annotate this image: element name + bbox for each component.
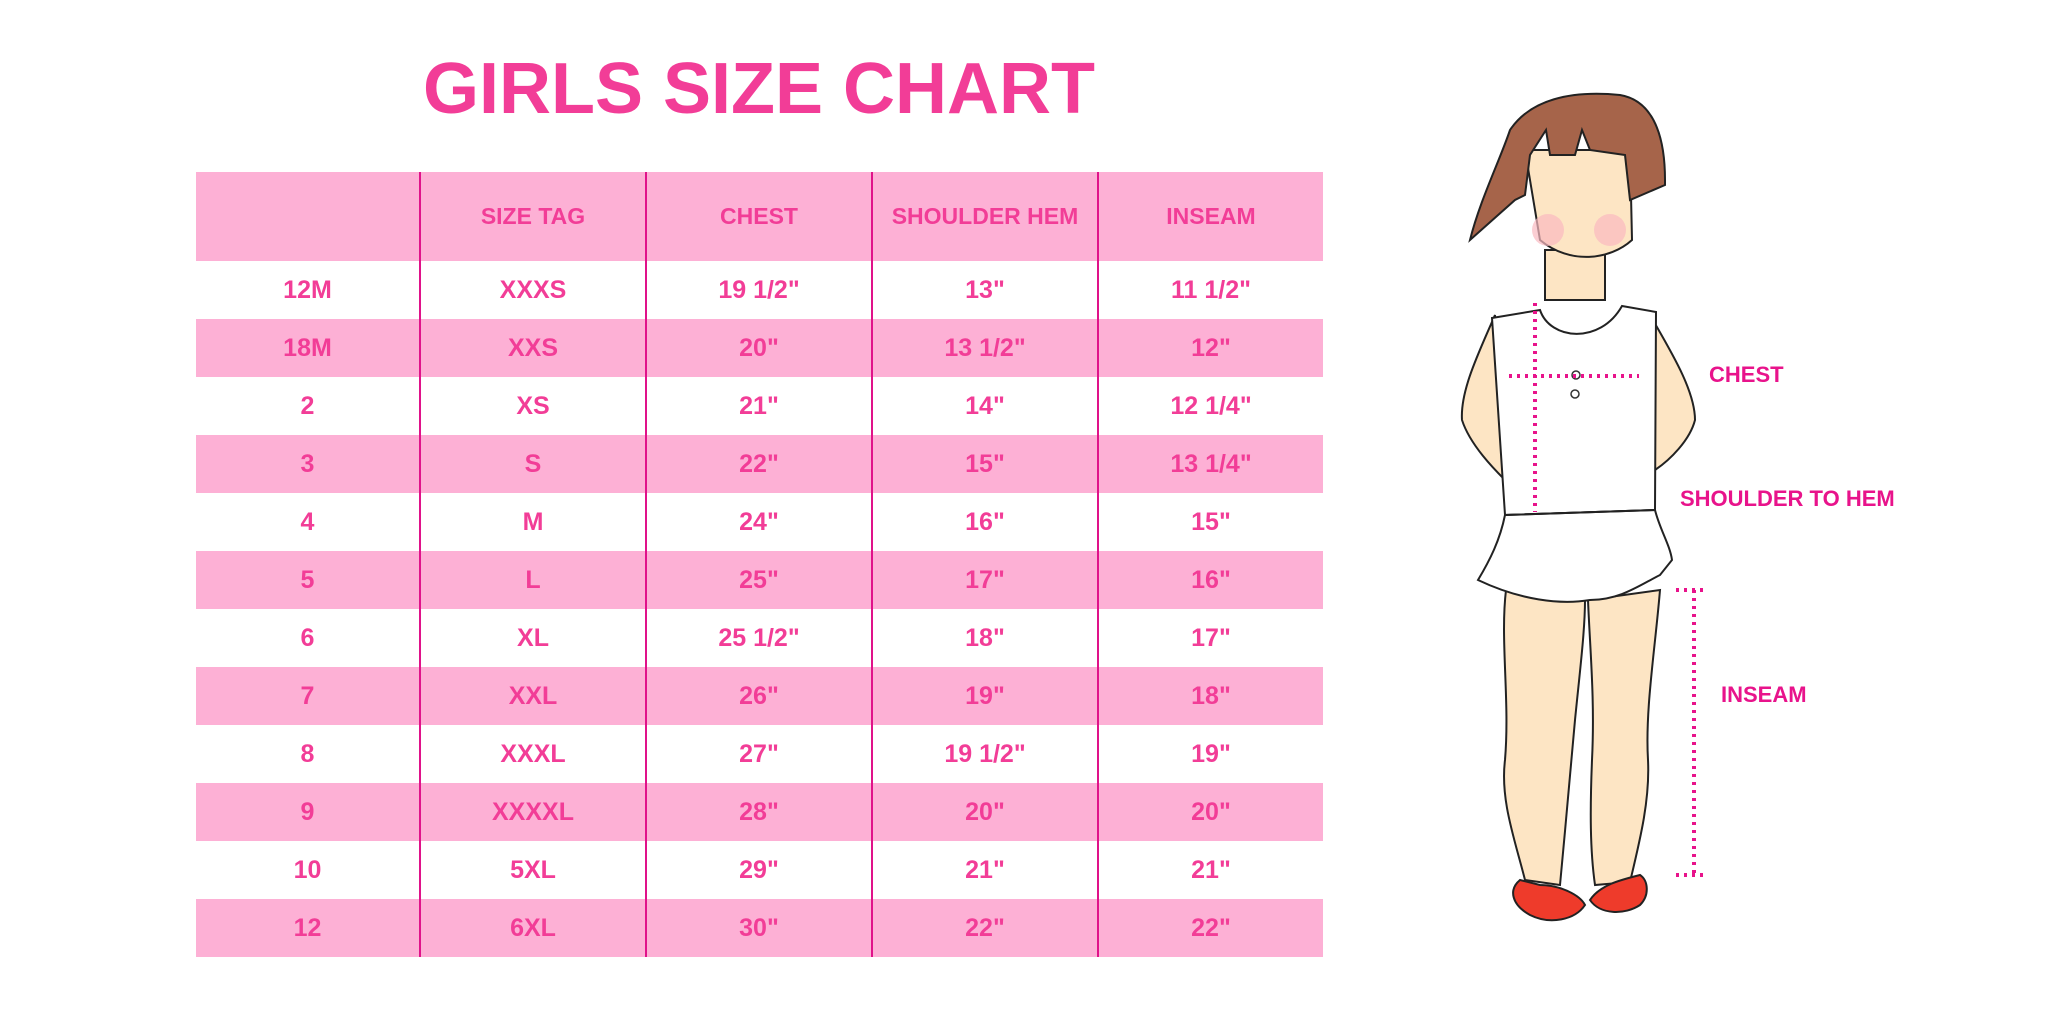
table-cell: 4 — [300, 507, 315, 536]
table-cell: 26" — [645, 667, 872, 725]
table-cell: 8 — [300, 739, 315, 768]
table-cell: 17" — [871, 551, 1098, 609]
table-cell: 12 — [196, 899, 420, 957]
table-cell: 19 1/2" — [645, 261, 872, 319]
table-cell: 22" — [1097, 899, 1323, 957]
hair — [1468, 92, 1666, 243]
table-cell: XXL — [419, 667, 646, 725]
table-cell: 12 1/4" — [1097, 377, 1323, 435]
table-cell: 13 1/4" — [1097, 435, 1323, 493]
table-row: 2 XS 21" 14" 12 1/4" — [196, 377, 1323, 435]
table-cell: 27" — [645, 725, 872, 783]
table-cell: 20" — [645, 319, 872, 377]
table-cell: 6 — [300, 623, 315, 652]
table-cell: 19" — [871, 667, 1098, 725]
table-row: 7 XXL 26" 19" 18" — [196, 667, 1323, 725]
table-cell: 13 1/2" — [871, 319, 1098, 377]
table-cell: 22" — [871, 899, 1098, 957]
table-cell: 21" — [1097, 841, 1323, 899]
legs — [1503, 588, 1587, 887]
table-cell: 29" — [645, 841, 872, 899]
table-cell: 15" — [871, 435, 1098, 493]
column-header: INSEAM — [1097, 172, 1323, 261]
table-row: 12M XXXS 19 1/2" 13" 11 1/2" — [196, 261, 1323, 319]
table-cell: XL — [419, 609, 646, 667]
table-cell: 24" — [645, 493, 872, 551]
table-cell: 9 — [196, 783, 420, 841]
table-cell: 18M — [196, 319, 420, 377]
table-cell: 19" — [1097, 725, 1323, 783]
table-cell: XXS — [419, 319, 646, 377]
table-cell: 12M — [283, 275, 332, 304]
table-cell: 25 1/2" — [645, 609, 872, 667]
table-cell: 16" — [871, 493, 1098, 551]
inseam-label: INSEAM — [1721, 682, 1807, 707]
skirt — [1476, 508, 1674, 603]
table-cell: 20" — [871, 783, 1098, 841]
table-cell: 19 1/2" — [871, 725, 1098, 783]
table-cell: M — [419, 493, 646, 551]
table-cell: 17" — [1097, 609, 1323, 667]
size-table: SIZE TAG CHEST SHOULDER HEM INSEAM 12M XXXS 1… — [196, 172, 1323, 957]
column-header: SHOULDER HEM — [871, 172, 1098, 261]
table-cell: 30" — [645, 899, 872, 957]
shoes — [1512, 878, 1587, 922]
table-row: 5 L 25" 17" 16" — [196, 551, 1323, 609]
table-cell: 21" — [871, 841, 1098, 899]
shoulder-to-hem-label: SHOULDER TO HEM — [1680, 486, 1895, 511]
table-cell: 28" — [645, 783, 872, 841]
table-cell: 15" — [1097, 493, 1323, 551]
table-cell: 21" — [645, 377, 872, 435]
shirt-button — [1570, 389, 1580, 399]
table-cell: 12" — [1097, 319, 1323, 377]
page-title: GIRLS SIZE CHART — [422, 49, 1095, 129]
table-cell: 13" — [871, 261, 1098, 319]
shirt — [1490, 304, 1658, 517]
table-row: 10 5XL 29" 21" 21" — [196, 841, 1323, 899]
table-cell: XXXXL — [419, 783, 646, 841]
table-cell: 18" — [1097, 667, 1323, 725]
table-cell: 20" — [1097, 783, 1323, 841]
table-cell: 5XL — [419, 841, 646, 899]
table-row: 4 M 24" 16" 15" — [196, 493, 1323, 551]
table-cell: 25" — [645, 551, 872, 609]
table-header: SIZE TAG CHEST SHOULDER HEM INSEAM — [196, 172, 1323, 261]
table-cell: 16" — [1097, 551, 1323, 609]
table-cell: 22" — [645, 435, 872, 493]
table-cell: XXXS — [419, 261, 646, 319]
table-cell: 3 — [196, 435, 420, 493]
table-cell: 7 — [196, 667, 420, 725]
table-cell: XS — [419, 377, 646, 435]
column-header — [196, 172, 420, 261]
table-row: 12 6XL 30" 22" 22" — [196, 899, 1323, 957]
table-row: 8 XXXL 27" 19 1/2" 19" — [196, 725, 1323, 783]
column-header: CHEST — [645, 172, 872, 261]
table-cell: 11 1/2" — [1097, 261, 1323, 319]
table-row: 9 XXXXL 28" 20" 20" — [196, 783, 1323, 841]
chest-label: CHEST — [1709, 362, 1784, 387]
table-row: 6 XL 25 1/2" 18" 17" — [196, 609, 1323, 667]
table-cell: 2 — [300, 391, 315, 420]
table-row: 3 S 22" 15" 13 1/4" — [196, 435, 1323, 493]
table-row: 18M XXS 20" 13 1/2" 12" — [196, 319, 1323, 377]
table-cell: XXXL — [419, 725, 646, 783]
table-cell: 6XL — [419, 899, 646, 957]
table-cell: S — [419, 435, 646, 493]
column-header: SIZE TAG — [419, 172, 646, 261]
shirt-button — [1571, 370, 1581, 380]
table-cell: 18" — [871, 609, 1098, 667]
table-cell: 10 — [293, 855, 322, 884]
table-cell: 14" — [871, 377, 1098, 435]
table-cell: L — [419, 551, 646, 609]
table-cell: 5 — [196, 551, 420, 609]
